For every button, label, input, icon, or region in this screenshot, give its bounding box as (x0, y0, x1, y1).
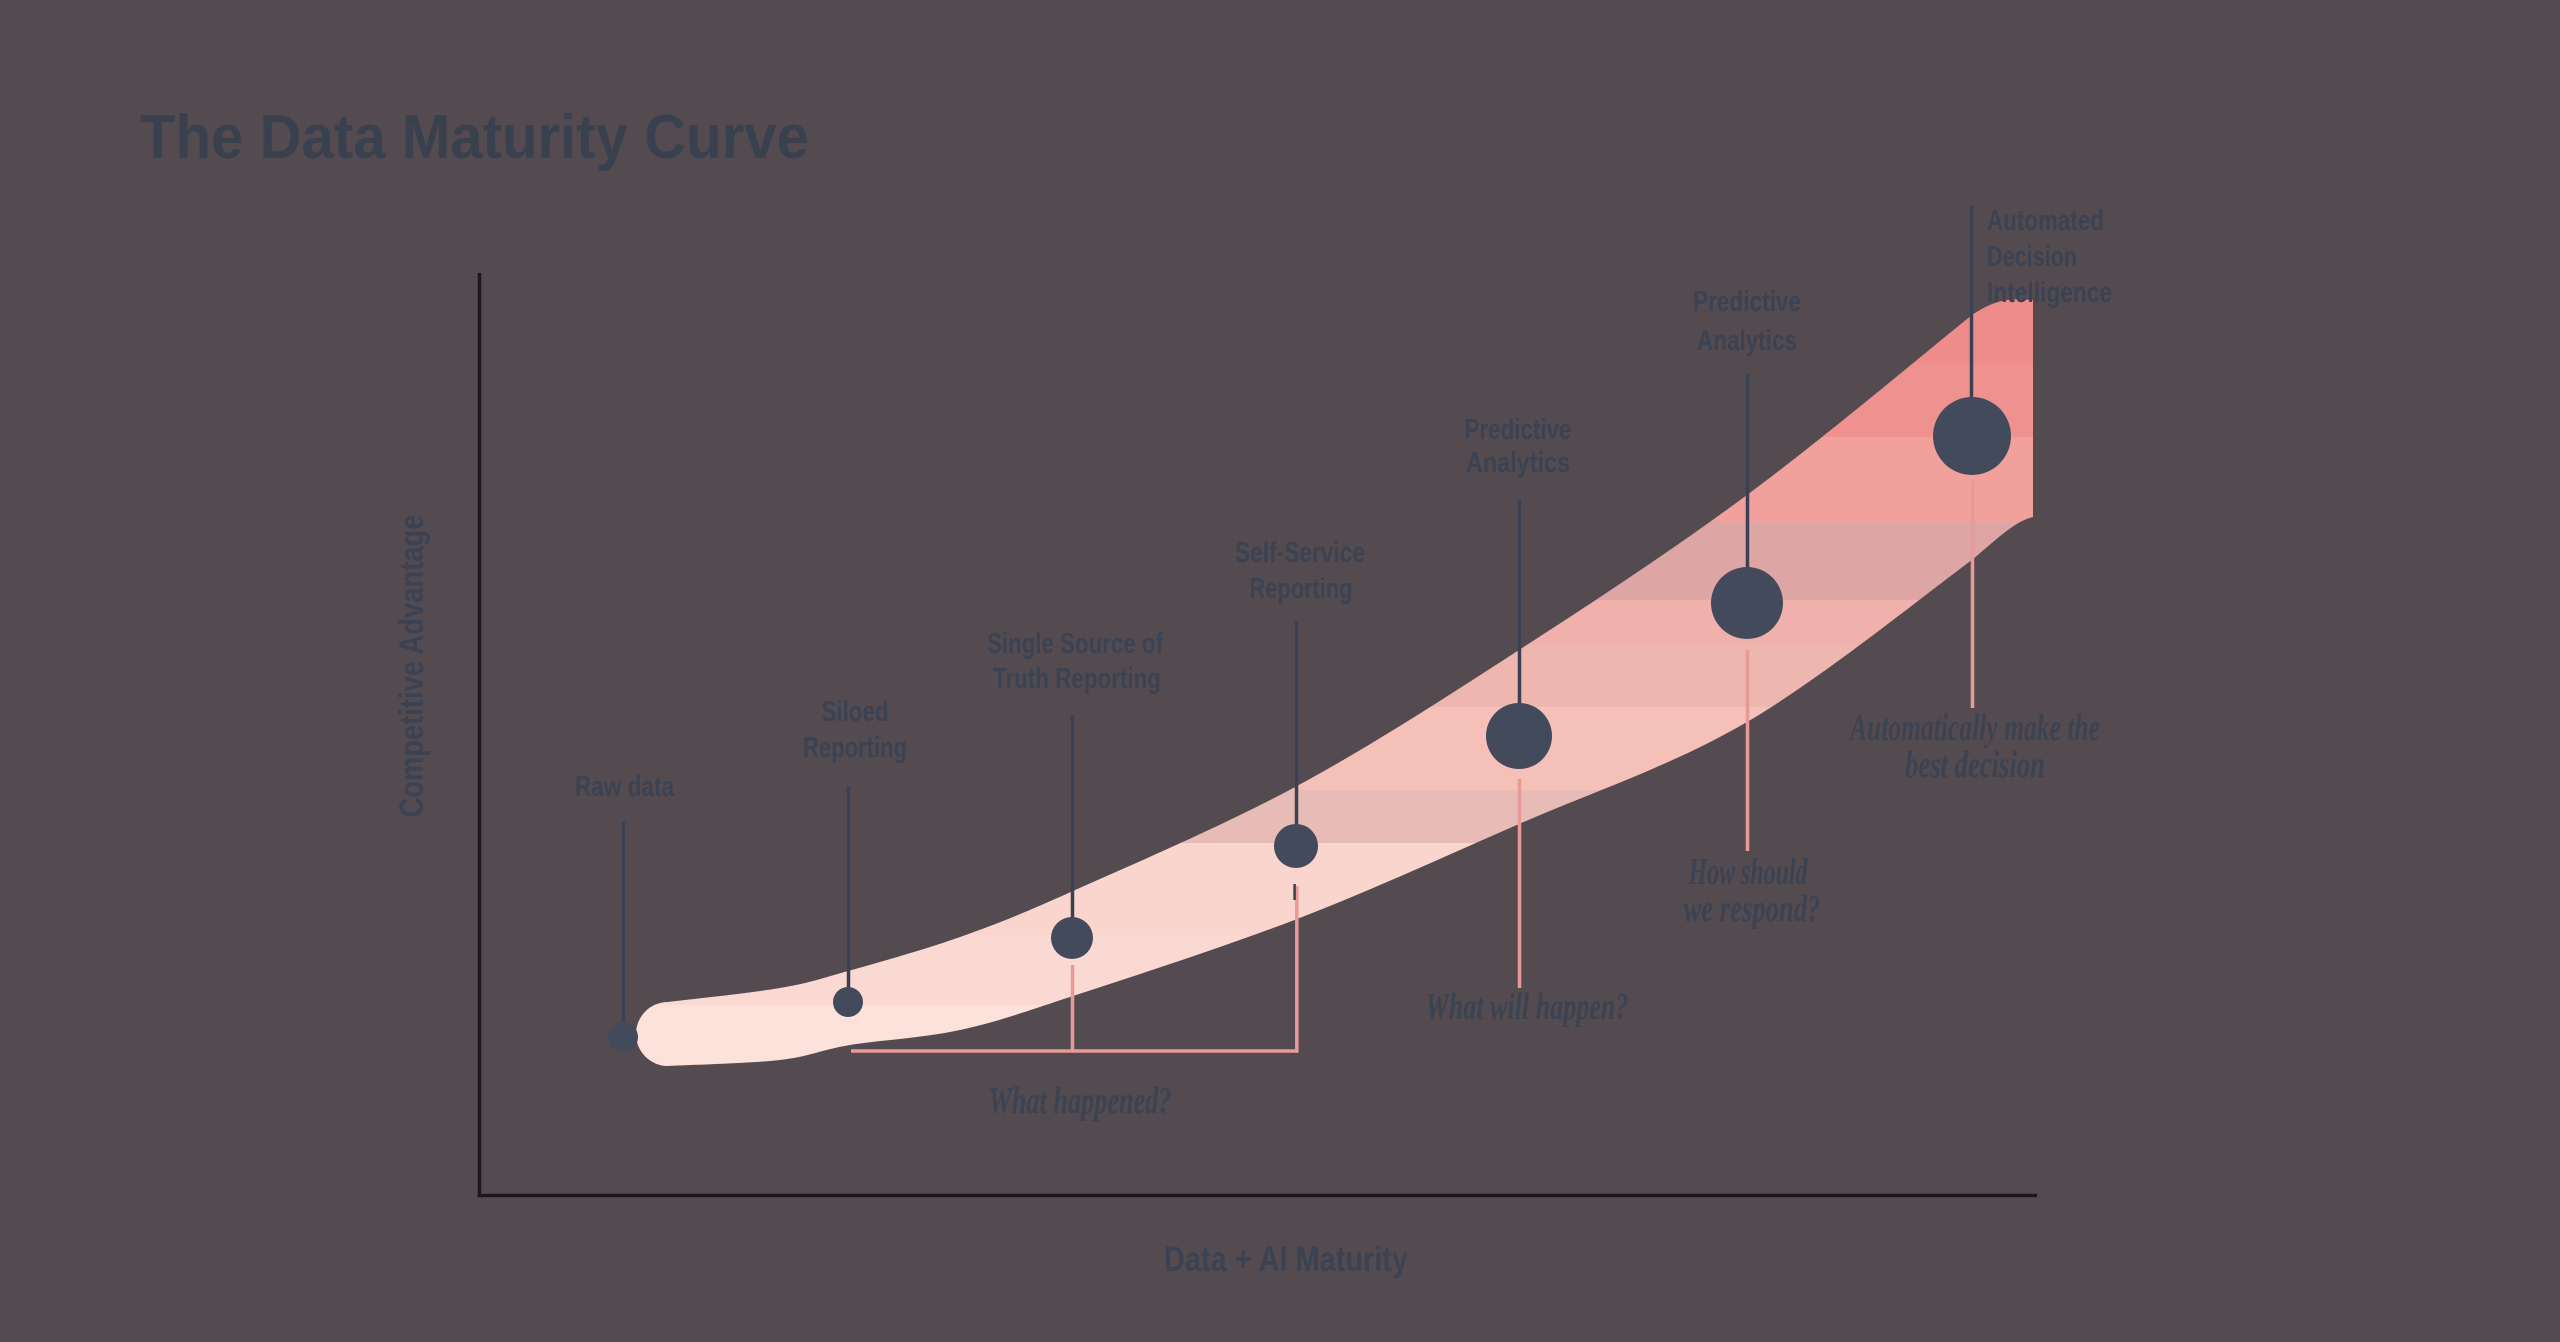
svg-text:Analytics: Analytics (1466, 447, 1570, 479)
svg-text:Automatically make the: Automatically make the (1849, 707, 2100, 749)
svg-text:Predictive: Predictive (1693, 286, 1801, 318)
svg-text:Reporting: Reporting (1250, 573, 1353, 605)
svg-text:Self-Service: Self-Service (1235, 537, 1365, 569)
svg-text:Predictive: Predictive (1465, 414, 1572, 446)
svg-text:Raw data: Raw data (575, 771, 675, 803)
svg-text:The Data Maturity Curve: The Data Maturity Curve (140, 103, 809, 172)
svg-text:Analytics: Analytics (1697, 325, 1797, 357)
svg-text:Truth Reporting: Truth Reporting (993, 663, 1161, 695)
svg-text:Intelligence: Intelligence (1987, 277, 2112, 309)
svg-text:Decision: Decision (1987, 241, 2077, 273)
svg-text:Data + AI Maturity: Data + AI Maturity (1164, 1240, 1408, 1279)
svg-text:Single Source of: Single Source of (987, 628, 1163, 660)
svg-text:How should: How should (1688, 851, 1808, 893)
svg-text:Reporting: Reporting (803, 732, 907, 764)
svg-text:best decision: best decision (1905, 744, 2045, 786)
svg-text:Siloed: Siloed (822, 696, 889, 728)
svg-text:Automated: Automated (1987, 205, 2104, 237)
svg-text:Competitive Advantage: Competitive Advantage (393, 515, 431, 818)
svg-text:What will happen?: What will happen? (1426, 986, 1629, 1028)
svg-text:What happened?: What happened? (989, 1080, 1172, 1122)
svg-text:we respond?: we respond? (1684, 888, 1821, 930)
